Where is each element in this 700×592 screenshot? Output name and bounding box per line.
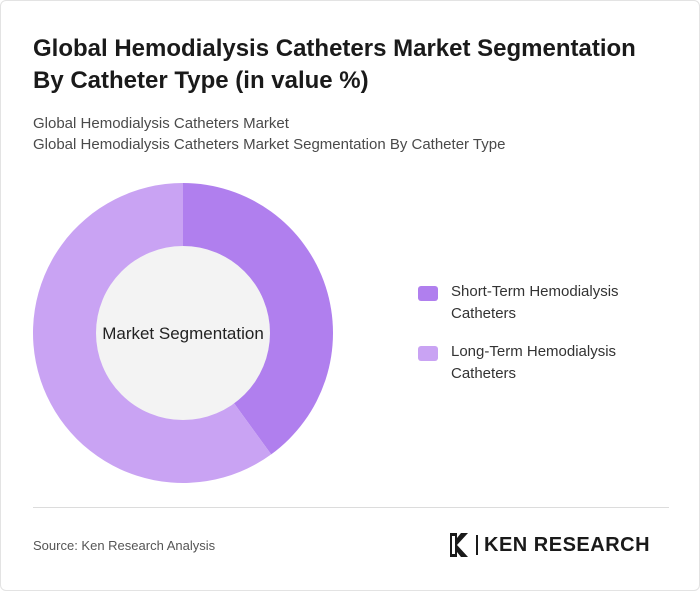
ken-logo-icon bbox=[450, 533, 468, 557]
subtitle-line-2: Global Hemodialysis Catheters Market Seg… bbox=[33, 136, 506, 153]
legend-item-long-term[interactable]: Long-Term Hemodialysis Catheters bbox=[418, 341, 668, 385]
legend-swatch-short-term bbox=[418, 286, 438, 301]
footer-divider bbox=[33, 507, 669, 508]
legend-swatch-long-term bbox=[418, 346, 438, 361]
logo-separator bbox=[476, 535, 478, 555]
chart-subtitle: Global Hemodialysis Catheters Market Glo… bbox=[33, 113, 673, 155]
legend-item-short-term[interactable]: Short-Term Hemodialysis Catheters bbox=[418, 281, 668, 325]
legend-label-short-term: Short-Term Hemodialysis Catheters bbox=[451, 283, 619, 322]
donut-hole bbox=[96, 246, 270, 420]
chart-legend: Short-Term Hemodialysis Catheters Long-T… bbox=[418, 281, 668, 401]
legend-label-long-term: Long-Term Hemodialysis Catheters bbox=[451, 343, 617, 382]
chart-title: Global Hemodialysis Catheters Market Seg… bbox=[33, 35, 636, 94]
subtitle-line-1: Global Hemodialysis Catheters Market bbox=[33, 115, 289, 132]
source-note: Source: Ken Research Analysis bbox=[33, 538, 216, 553]
logo-text: KEN RESEARCH bbox=[484, 534, 651, 556]
ken-research-logo: KEN RESEARCH bbox=[448, 531, 650, 559]
donut-center-label: Market Segmentation bbox=[102, 324, 264, 343]
